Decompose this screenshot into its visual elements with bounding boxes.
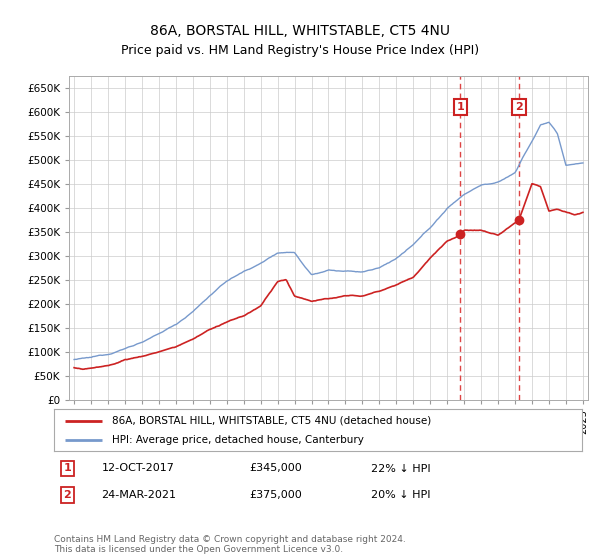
Text: £345,000: £345,000 [250,464,302,474]
Text: Price paid vs. HM Land Registry's House Price Index (HPI): Price paid vs. HM Land Registry's House … [121,44,479,57]
Text: 86A, BORSTAL HILL, WHITSTABLE, CT5 4NU: 86A, BORSTAL HILL, WHITSTABLE, CT5 4NU [150,24,450,38]
Text: 2: 2 [64,490,71,500]
Text: £375,000: £375,000 [250,490,302,500]
Text: 1: 1 [457,102,464,112]
Text: 2: 2 [515,102,523,112]
Text: Contains HM Land Registry data © Crown copyright and database right 2024.
This d: Contains HM Land Registry data © Crown c… [54,535,406,554]
Text: 12-OCT-2017: 12-OCT-2017 [101,464,175,474]
Text: 22% ↓ HPI: 22% ↓ HPI [371,464,430,474]
Text: 24-MAR-2021: 24-MAR-2021 [101,490,176,500]
Text: 1: 1 [64,464,71,474]
Text: 86A, BORSTAL HILL, WHITSTABLE, CT5 4NU (detached house): 86A, BORSTAL HILL, WHITSTABLE, CT5 4NU (… [112,416,431,426]
Text: 20% ↓ HPI: 20% ↓ HPI [371,490,430,500]
Text: HPI: Average price, detached house, Canterbury: HPI: Average price, detached house, Cant… [112,435,364,445]
